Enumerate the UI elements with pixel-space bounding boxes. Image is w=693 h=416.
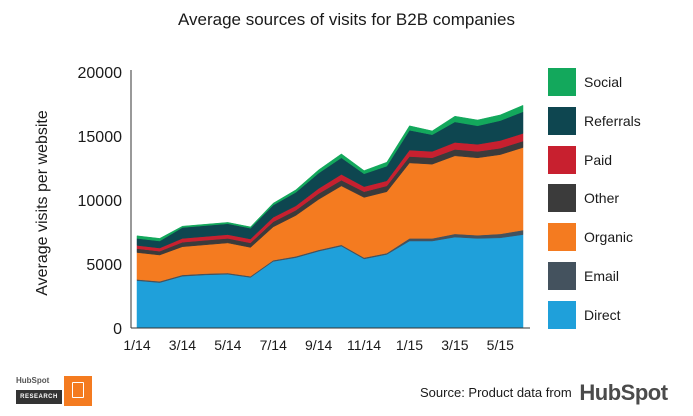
legend-item-paid: Paid xyxy=(548,145,688,174)
x-tick-label: 3/15 xyxy=(441,337,468,353)
x-tick-label: 5/15 xyxy=(487,337,514,353)
x-tick-label: 7/14 xyxy=(260,337,287,353)
chart-title: Average sources of visits for B2B compan… xyxy=(177,10,515,29)
legend-swatch xyxy=(548,106,576,135)
x-tick-label: 11/14 xyxy=(347,337,381,353)
x-tick-label: 1/15 xyxy=(396,337,423,353)
badge-label: RESEARCH xyxy=(16,390,62,404)
legend-swatch xyxy=(548,184,576,213)
y-tick-label: 15000 xyxy=(78,129,123,146)
legend-label: Email xyxy=(584,268,620,284)
legend-item-organic: Organic xyxy=(548,223,688,252)
axis-layer: 0 5000 10000 15000 20000 1/14 3/14 5/14 7/14 9/14… xyxy=(78,65,530,353)
legend-label: Paid xyxy=(584,151,613,168)
legend-swatch xyxy=(548,223,576,252)
y-axis-label: Average visits per website xyxy=(34,110,51,296)
legend-label: Direct xyxy=(584,306,621,323)
x-tick-label: 5/14 xyxy=(214,337,241,353)
legend-item-referrals: Referrals xyxy=(548,106,688,135)
y-axis-label-wrap: Average visits per website xyxy=(28,78,58,328)
legend-swatch xyxy=(548,262,576,290)
legend-label: Referrals xyxy=(584,112,641,129)
x-tick-label: 1/14 xyxy=(123,337,150,353)
legend-swatch xyxy=(548,145,576,174)
legend-item-email: Email xyxy=(548,262,688,290)
legend-label: Other xyxy=(584,190,620,207)
legend-item-social: Social xyxy=(548,68,688,96)
legend-swatch xyxy=(548,300,576,329)
area-series-social xyxy=(136,104,524,242)
legend-item-direct: Direct xyxy=(548,300,688,329)
legend-label: Social xyxy=(584,74,623,90)
research-badge: HubSpot RESEARCH xyxy=(16,376,96,406)
x-tick-label: 3/14 xyxy=(169,337,196,353)
x-tick-label: 9/14 xyxy=(305,337,332,353)
hubspot-logo: HubSpot xyxy=(579,380,668,405)
source-note: Source: Product data from HubSpot xyxy=(420,380,668,406)
area-layer xyxy=(136,104,524,329)
legend-swatch xyxy=(548,68,576,96)
badge-logo: HubSpot xyxy=(16,376,50,385)
y-tick-label: 10000 xyxy=(78,193,123,210)
legend-item-other: Other xyxy=(548,184,688,213)
legend-label: Organic xyxy=(584,229,634,246)
y-tick-label: 0 xyxy=(113,321,122,338)
source-text: Source: Product data from xyxy=(420,385,572,400)
y-tick-label: 5000 xyxy=(86,257,122,274)
y-tick-label: 20000 xyxy=(78,65,123,82)
clipboard-icon xyxy=(64,376,92,406)
